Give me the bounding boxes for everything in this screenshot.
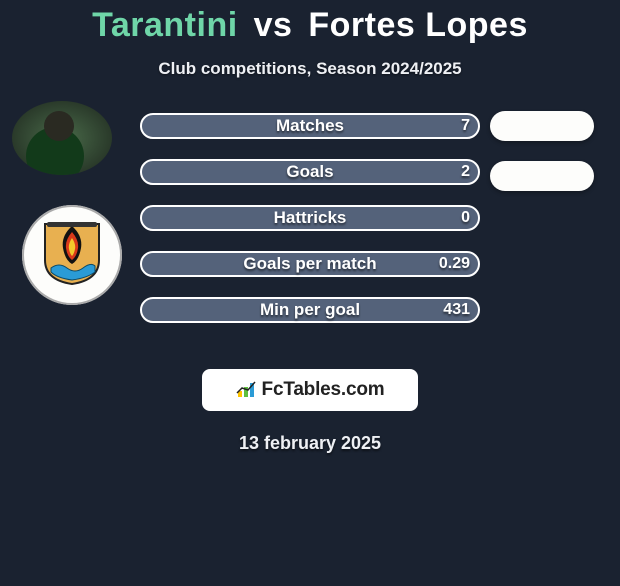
stat-label: Goals xyxy=(140,155,480,189)
stat-label: Goals per match xyxy=(140,247,480,281)
stat-value: 0.29 xyxy=(439,247,470,281)
value-pill xyxy=(490,111,594,141)
club-crest xyxy=(22,205,122,305)
brand-box: FcTables.com xyxy=(202,369,418,411)
stat-label: Min per goal xyxy=(140,293,480,327)
page-title: Tarantini vs Fortes Lopes xyxy=(0,6,620,45)
stat-value: 2 xyxy=(461,155,470,189)
comparison-panel: Matches7Goals2Hattricks0Goals per match0… xyxy=(0,105,620,355)
shield-icon xyxy=(41,220,103,286)
stat-value: 431 xyxy=(443,293,470,327)
player1-name: Tarantini xyxy=(92,6,238,44)
date-label: 13 february 2025 xyxy=(0,433,620,454)
chart-icon xyxy=(236,381,256,399)
avatar-column xyxy=(8,101,128,321)
stat-value: 7 xyxy=(461,109,470,143)
stat-row: Goals per match0.29 xyxy=(140,247,480,281)
player2-name: Fortes Lopes xyxy=(308,6,527,44)
vs-label: vs xyxy=(254,6,293,44)
stat-label: Matches xyxy=(140,109,480,143)
stat-bars: Matches7Goals2Hattricks0Goals per match0… xyxy=(140,109,480,339)
stat-label: Hattricks xyxy=(140,201,480,235)
right-value-pills xyxy=(490,111,608,211)
stat-row: Min per goal431 xyxy=(140,293,480,327)
brand-text: FcTables.com xyxy=(262,379,385,401)
player-avatar xyxy=(12,101,112,175)
value-pill xyxy=(490,161,594,191)
stat-row: Hattricks0 xyxy=(140,201,480,235)
stat-value: 0 xyxy=(461,201,470,235)
stat-row: Matches7 xyxy=(140,109,480,143)
stat-row: Goals2 xyxy=(140,155,480,189)
subtitle: Club competitions, Season 2024/2025 xyxy=(0,59,620,79)
